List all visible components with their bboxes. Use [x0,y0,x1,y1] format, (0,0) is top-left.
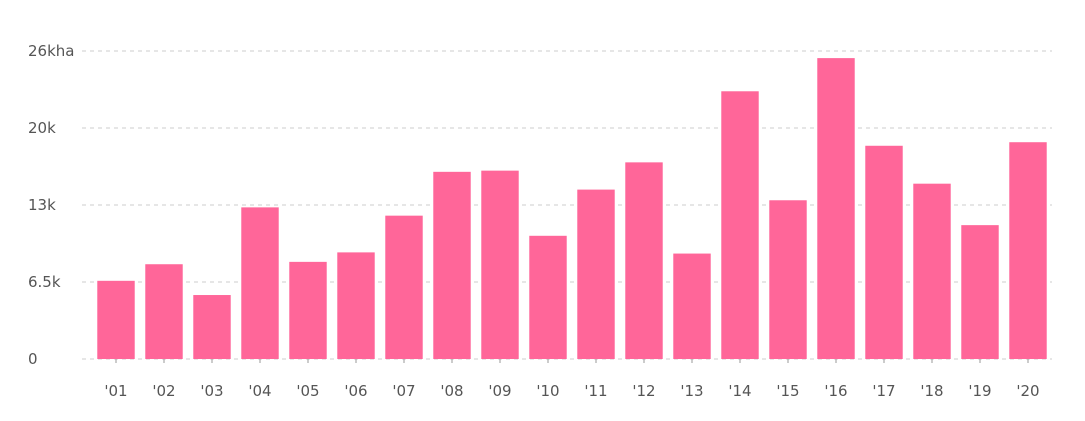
x-tick-label: '01 [104,382,127,400]
x-tick-label: '05 [296,382,319,400]
bar [481,170,519,359]
x-tick-label: '19 [968,382,991,400]
bar [241,207,279,359]
x-tick-label: '02 [152,382,175,400]
bar [193,295,231,359]
y-axis: 0 6.5k 13k 20k 26kha [28,42,74,368]
bar [145,264,183,359]
x-tick-label: '12 [632,382,655,400]
bar [577,189,615,359]
x-tick-label: '09 [488,382,511,400]
bar [673,253,711,359]
bar [337,252,375,359]
x-tick-label: '10 [536,382,559,400]
y-tick-label: 20k [28,119,56,137]
x-tick-label: '17 [872,382,895,400]
x-tick-label: '06 [344,382,367,400]
x-tick-label: '07 [392,382,415,400]
x-tick-label: '11 [584,382,607,400]
x-tick-label: '08 [440,382,463,400]
x-tick-label: '20 [1016,382,1039,400]
bar [817,58,855,359]
y-tick-label: 6.5k [28,273,61,291]
x-tick-label: '03 [200,382,223,400]
bar [625,162,663,359]
bar [769,200,807,359]
x-axis: '01 '02 '03 '04 '05 '06 '07 '08 '09 '10 '11 '12 '13 '… [104,359,1040,400]
x-tick-label: '04 [248,382,271,400]
y-tick-label: 26kha [28,42,74,60]
bar [1009,142,1047,359]
x-tick-label: '18 [920,382,943,400]
bar [289,261,327,359]
x-tick-label: '16 [824,382,847,400]
bar [385,215,423,359]
x-tick-label: '15 [776,382,799,400]
bar [433,171,471,359]
bar [529,235,567,359]
y-tick-label: 0 [28,350,38,368]
bar [865,145,903,359]
bar [913,183,951,359]
bar [97,280,135,359]
bar [961,225,999,359]
x-tick-label: '13 [680,382,703,400]
bar [721,91,759,360]
bars [97,58,1047,360]
y-tick-label: 13k [28,196,56,214]
x-tick-label: '14 [728,382,751,400]
